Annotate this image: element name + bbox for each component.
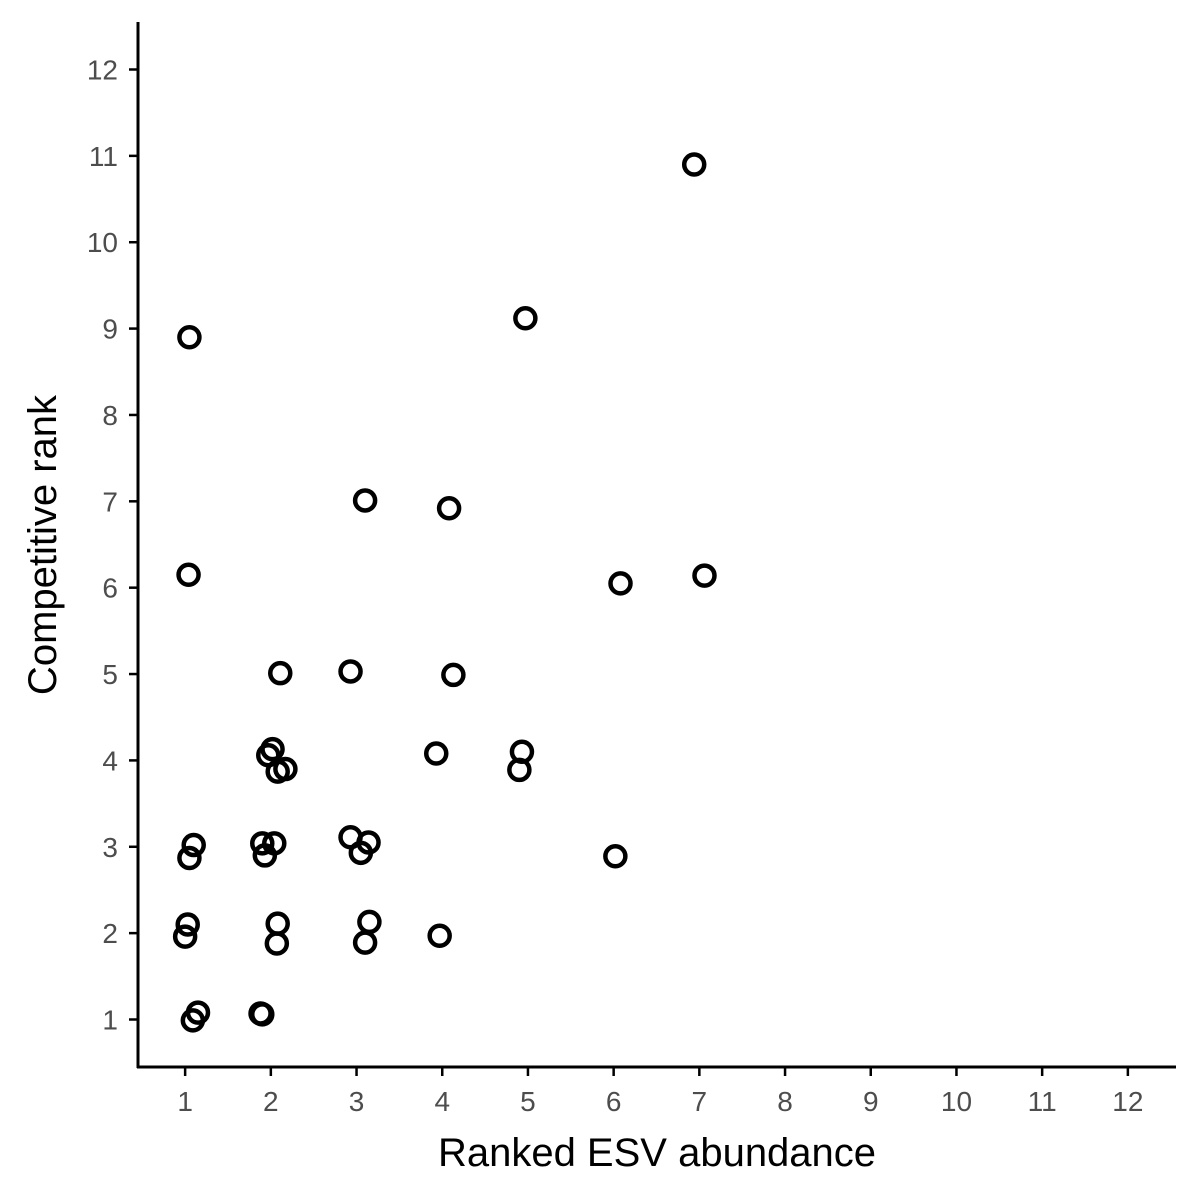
y-tick-label: 9 — [102, 314, 118, 345]
x-tick-label: 3 — [349, 1086, 365, 1117]
scatter-point — [357, 909, 382, 935]
scatter-point — [177, 324, 202, 350]
scatter-point — [180, 1008, 206, 1033]
y-tick-label: 10 — [87, 227, 118, 258]
scatter-point — [264, 931, 290, 956]
y-tick-label: 1 — [102, 1005, 118, 1036]
x-tick-label: 4 — [434, 1086, 450, 1117]
scatter-point — [250, 831, 275, 856]
scatter-point — [352, 930, 378, 955]
y-tick-label: 6 — [102, 573, 118, 604]
scatter-point — [338, 659, 363, 684]
scatter-point — [250, 1002, 275, 1027]
x-tick-label: 11 — [1028, 1086, 1057, 1117]
scatter-point — [608, 571, 633, 596]
x-tick-label: 12 — [1112, 1086, 1143, 1117]
scatter-point — [441, 662, 466, 688]
y-axis-title: Competitive rank — [21, 394, 65, 695]
x-tick-label: 10 — [941, 1086, 972, 1117]
x-tick-label: 8 — [777, 1086, 793, 1117]
scatter-point — [268, 660, 293, 686]
y-tick-label: 7 — [102, 486, 118, 517]
scatter-point — [175, 912, 200, 937]
scatter-point — [681, 152, 707, 177]
x-axis-ticks: 1 2 3 4 5 6 7 8 9 10 11 12 — [177, 1067, 1143, 1117]
x-tick-label: 5 — [520, 1086, 536, 1117]
x-tick-label: 9 — [863, 1086, 879, 1117]
y-tick-label: 5 — [102, 659, 118, 690]
scatter-point — [172, 924, 198, 949]
y-tick-label: 2 — [102, 918, 118, 949]
scatter-point — [423, 741, 449, 766]
y-tick-label: 3 — [102, 832, 118, 863]
scatter-point — [265, 759, 290, 784]
scatter-point — [265, 911, 290, 936]
scatter-point — [603, 844, 628, 869]
x-tick-label: 7 — [692, 1086, 708, 1117]
scatter-point — [348, 840, 374, 866]
scatter-point — [181, 832, 206, 858]
scatter-point — [177, 845, 202, 871]
y-tick-label: 8 — [102, 400, 118, 431]
scatter-point — [513, 305, 538, 331]
x-tick-label: 1 — [177, 1086, 193, 1117]
scatter-point — [436, 495, 462, 521]
x-tick-label: 6 — [606, 1086, 622, 1117]
y-tick-label: 4 — [102, 745, 118, 776]
scatter-point — [692, 563, 717, 588]
x-tick-label: 2 — [263, 1086, 279, 1117]
scatter-point — [507, 757, 532, 783]
scatter-point — [352, 488, 378, 513]
scatter-point — [427, 923, 452, 948]
y-tick-label: 11 — [89, 141, 118, 172]
points-layer — [172, 152, 717, 1033]
scatter-point — [252, 843, 278, 868]
y-tick-label: 12 — [87, 55, 118, 86]
x-axis-title: Ranked ESV abundance — [438, 1131, 876, 1175]
scatter-point — [176, 562, 201, 587]
